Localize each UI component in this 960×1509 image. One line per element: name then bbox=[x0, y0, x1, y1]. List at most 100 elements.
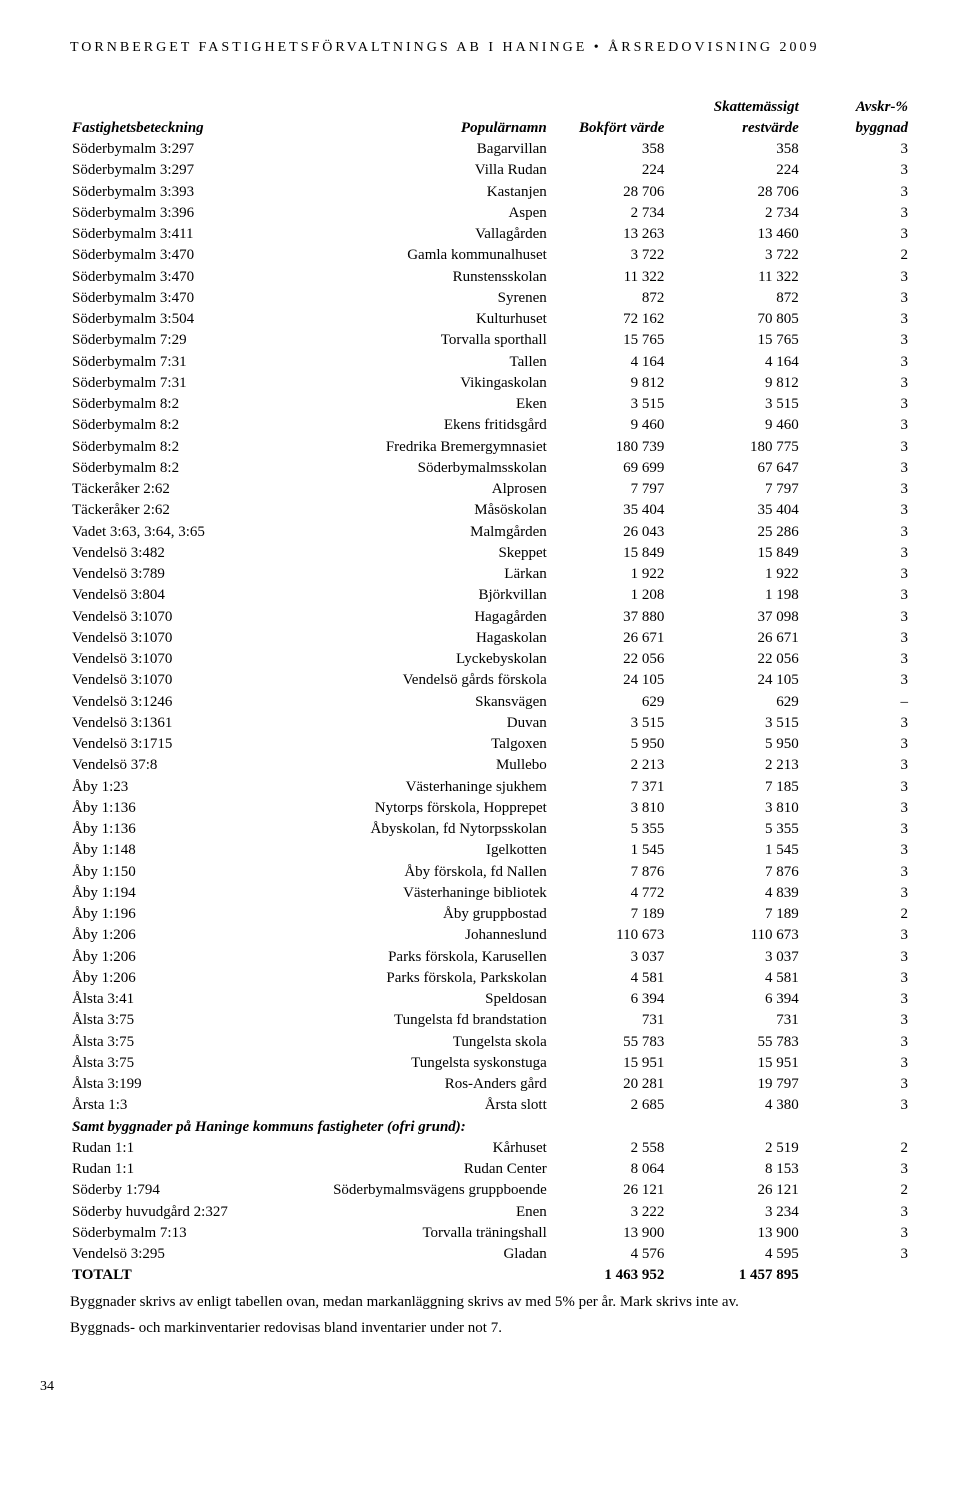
cell-fb: Åby 1:23 bbox=[70, 776, 272, 797]
cell-sr: 28 706 bbox=[666, 181, 800, 202]
cell-av: 3 bbox=[801, 1244, 910, 1265]
cell-sr: 4 380 bbox=[666, 1095, 800, 1116]
table-row: Söderbymalm 8:2Söderbymalmsskolan69 6996… bbox=[70, 457, 910, 478]
cell-av: 3 bbox=[801, 1095, 910, 1116]
cell-av: 3 bbox=[801, 734, 910, 755]
table-row: Åby 1:206Parks förskola, Parkskolan4 581… bbox=[70, 967, 910, 988]
cell-pn: Gladan bbox=[272, 1244, 549, 1265]
cell-av: 3 bbox=[801, 1031, 910, 1052]
cell-pn: Västerhaninge bibliotek bbox=[272, 882, 549, 903]
cell-bv: 2 213 bbox=[549, 755, 667, 776]
cell-fb: Söderbymalm 3:470 bbox=[70, 266, 272, 287]
table-row: Söderby 1:794Söderbymalmsvägens gruppboe… bbox=[70, 1180, 910, 1201]
cell-av: 3 bbox=[801, 1010, 910, 1031]
cell-fb: Åby 1:194 bbox=[70, 882, 272, 903]
cell-bv: 26 671 bbox=[549, 627, 667, 648]
cell-sr: 358 bbox=[666, 139, 800, 160]
cell-pn: Torvalla träningshall bbox=[272, 1222, 549, 1243]
cell-fb: Vendelsö 3:789 bbox=[70, 564, 272, 585]
cell-sr: 9 812 bbox=[666, 372, 800, 393]
table-row: Ålsta 3:75Tungelsta fd brandstation73173… bbox=[70, 1010, 910, 1031]
cell-fb: Söderbymalm 8:2 bbox=[70, 394, 272, 415]
cell-av: 3 bbox=[801, 712, 910, 733]
cell-av: 3 bbox=[801, 776, 910, 797]
cell-fb: Vendelsö 3:1715 bbox=[70, 734, 272, 755]
cell-fb: Söderbymalm 3:396 bbox=[70, 202, 272, 223]
cell-av: 3 bbox=[801, 139, 910, 160]
table-row: Vendelsö 3:1070Vendelsö gårds förskola24… bbox=[70, 670, 910, 691]
cell-bv: 22 056 bbox=[549, 649, 667, 670]
table-row: Söderbymalm 7:29Torvalla sporthall15 765… bbox=[70, 330, 910, 351]
cell-pn: Malmgården bbox=[272, 521, 549, 542]
table-row: Söderbymalm 3:470Gamla kommunalhuset3 72… bbox=[70, 245, 910, 266]
cell-bv: 26 121 bbox=[549, 1180, 667, 1201]
table-row: Åby 1:23Västerhaninge sjukhem7 3717 1853 bbox=[70, 776, 910, 797]
cell-sr: 2 213 bbox=[666, 755, 800, 776]
cell-av: 3 bbox=[801, 309, 910, 330]
col-header-sr-1: Skattemässigt bbox=[666, 96, 800, 117]
cell-sr: 1 198 bbox=[666, 585, 800, 606]
cell-av: 3 bbox=[801, 946, 910, 967]
table-body-2: Rudan 1:1Kårhuset2 5582 5192Rudan 1:1Rud… bbox=[70, 1137, 910, 1265]
col-header-av-1: Avskr-% bbox=[801, 96, 910, 117]
table-row: Söderby huvudgård 2:327Enen3 2223 2343 bbox=[70, 1201, 910, 1222]
col-header-pn: Populärnamn bbox=[272, 96, 549, 139]
total-sr: 1 457 895 bbox=[666, 1265, 800, 1286]
cell-bv: 3 515 bbox=[549, 712, 667, 733]
cell-sr: 180 775 bbox=[666, 436, 800, 457]
table-row: Täckeråker 2:62Måsöskolan35 40435 4043 bbox=[70, 500, 910, 521]
cell-av: 3 bbox=[801, 287, 910, 308]
cell-fb: Söderbymalm 3:504 bbox=[70, 309, 272, 330]
table-row: Söderbymalm 3:297Bagarvillan3583583 bbox=[70, 139, 910, 160]
cell-pn: Söderbymalmsskolan bbox=[272, 457, 549, 478]
cell-fb: Vendelsö 3:1070 bbox=[70, 627, 272, 648]
cell-pn: Kulturhuset bbox=[272, 309, 549, 330]
cell-pn: Skansvägen bbox=[272, 691, 549, 712]
cell-bv: 15 951 bbox=[549, 1052, 667, 1073]
cell-bv: 5 355 bbox=[549, 819, 667, 840]
cell-av: 3 bbox=[801, 797, 910, 818]
cell-pn: Hagaskolan bbox=[272, 627, 549, 648]
table-row: Vendelsö 3:1070Hagagården37 88037 0983 bbox=[70, 606, 910, 627]
cell-sr: 4 839 bbox=[666, 882, 800, 903]
cell-pn: Fredrika Bremergymnasiet bbox=[272, 436, 549, 457]
table-row: Vendelsö 3:1246Skansvägen629629– bbox=[70, 691, 910, 712]
cell-pn: Lärkan bbox=[272, 564, 549, 585]
cell-pn: Åbyskolan, fd Nytorpsskolan bbox=[272, 819, 549, 840]
cell-av: 3 bbox=[801, 542, 910, 563]
cell-bv: 3 515 bbox=[549, 394, 667, 415]
cell-pn: Talgoxen bbox=[272, 734, 549, 755]
cell-bv: 15 849 bbox=[549, 542, 667, 563]
cell-sr: 11 322 bbox=[666, 266, 800, 287]
cell-pn: Kastanjen bbox=[272, 181, 549, 202]
table-row: Vendelsö 37:8Mullebo2 2132 2133 bbox=[70, 755, 910, 776]
cell-av: 3 bbox=[801, 755, 910, 776]
footnote-1: Byggnader skrivs av enligt tabellen ovan… bbox=[70, 1292, 910, 1312]
cell-pn: Alprosen bbox=[272, 479, 549, 500]
cell-fb: Söderbymalm 3:297 bbox=[70, 160, 272, 181]
cell-fb: Rudan 1:1 bbox=[70, 1159, 272, 1180]
table-row: Ålsta 3:199Ros-Anders gård20 28119 7973 bbox=[70, 1074, 910, 1095]
cell-bv: 8 064 bbox=[549, 1159, 667, 1180]
cell-sr: 9 460 bbox=[666, 415, 800, 436]
table-row: Åby 1:136Nytorps förskola, Hopprepet3 81… bbox=[70, 797, 910, 818]
cell-av: 3 bbox=[801, 925, 910, 946]
cell-bv: 9 460 bbox=[549, 415, 667, 436]
cell-bv: 35 404 bbox=[549, 500, 667, 521]
cell-bv: 1 922 bbox=[549, 564, 667, 585]
table-row: Rudan 1:1Kårhuset2 5582 5192 bbox=[70, 1137, 910, 1158]
cell-fb: Vendelsö 3:1070 bbox=[70, 649, 272, 670]
cell-bv: 4 576 bbox=[549, 1244, 667, 1265]
cell-av: 3 bbox=[801, 160, 910, 181]
cell-sr: 67 647 bbox=[666, 457, 800, 478]
cell-bv: 13 900 bbox=[549, 1222, 667, 1243]
cell-fb: Vendelsö 3:804 bbox=[70, 585, 272, 606]
cell-fb: Söderbymalm 7:31 bbox=[70, 372, 272, 393]
cell-bv: 9 812 bbox=[549, 372, 667, 393]
cell-fb: Söderby huvudgård 2:327 bbox=[70, 1201, 272, 1222]
cell-pn: Tungelsta skola bbox=[272, 1031, 549, 1052]
cell-fb: Ålsta 3:75 bbox=[70, 1010, 272, 1031]
table-row: Söderbymalm 3:297Villa Rudan2242243 bbox=[70, 160, 910, 181]
cell-sr: 13 460 bbox=[666, 224, 800, 245]
cell-pn: Söderbymalmsvägens gruppboende bbox=[272, 1180, 549, 1201]
